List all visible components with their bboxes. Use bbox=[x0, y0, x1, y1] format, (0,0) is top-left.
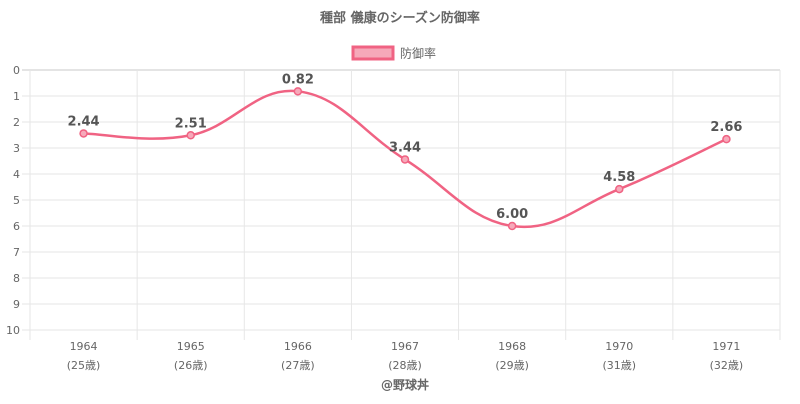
y-tick-label: 9 bbox=[13, 298, 20, 311]
data-label: 3.44 bbox=[389, 140, 421, 155]
data-point bbox=[722, 134, 731, 144]
credit-label: @野球丼 bbox=[381, 377, 429, 392]
legend[interactable]: 防御率 bbox=[351, 45, 436, 61]
y-tick-label: 7 bbox=[13, 246, 20, 259]
x-tick-label: 1966 bbox=[284, 340, 312, 353]
y-tick-label: 6 bbox=[13, 220, 20, 233]
data-point bbox=[507, 221, 517, 231]
legend-label: 防御率 bbox=[400, 46, 436, 61]
y-tick-label: 1 bbox=[13, 90, 20, 103]
x-axis: 1964 (25歳) 1965 (26歳) 1966 (27歳) 1967 (28歳) 1968… bbox=[67, 340, 743, 372]
x-tick-label: 1968 bbox=[498, 340, 526, 353]
data-point bbox=[615, 184, 624, 194]
x-tick-label: 1967 bbox=[391, 340, 419, 353]
x-tick-age-label: (31歳) bbox=[602, 359, 636, 372]
y-tick-label: 8 bbox=[13, 272, 20, 285]
x-tick-age-label: (25歳) bbox=[67, 359, 101, 372]
x-tick-label: 1971 bbox=[712, 340, 740, 353]
x-tick-age-label: (29歳) bbox=[495, 359, 529, 372]
data-points bbox=[79, 87, 731, 231]
x-tick-label: 1964 bbox=[70, 340, 98, 353]
data-point bbox=[79, 129, 88, 138]
x-tick-age-label: (27歳) bbox=[281, 359, 315, 372]
x-tick-label: 1970 bbox=[605, 340, 633, 353]
chart-title: 種部 儀康のシーズン防御率 bbox=[320, 10, 480, 26]
data-label: 0.82 bbox=[282, 72, 314, 87]
grid bbox=[22, 69, 781, 340]
y-tick-label: 0 bbox=[13, 64, 20, 77]
y-axis: 0 1 2 3 4 5 6 7 8 9 10 bbox=[6, 64, 20, 337]
y-tick-label: 4 bbox=[13, 168, 20, 181]
data-point bbox=[293, 87, 303, 96]
y-tick-label: 10 bbox=[6, 324, 20, 337]
y-tick-label: 5 bbox=[13, 194, 20, 207]
data-labels: 2.44 2.51 0.82 3.44 6.00 4.58 2.66 bbox=[68, 72, 743, 222]
x-tick-age-label: (26歳) bbox=[174, 359, 208, 372]
data-label: 2.44 bbox=[68, 114, 100, 129]
legend-swatch bbox=[351, 45, 395, 61]
data-point bbox=[400, 155, 410, 164]
y-tick-label: 2 bbox=[13, 116, 20, 129]
data-label: 6.00 bbox=[496, 207, 528, 222]
x-tick-age-label: (28歳) bbox=[388, 359, 422, 372]
x-tick-label: 1965 bbox=[177, 340, 205, 353]
data-label: 4.58 bbox=[603, 170, 635, 185]
x-tick-age-label: (32歳) bbox=[710, 359, 744, 372]
data-label: 2.51 bbox=[175, 116, 207, 131]
y-tick-label: 3 bbox=[13, 142, 20, 155]
data-point bbox=[186, 131, 195, 140]
data-label: 2.66 bbox=[710, 120, 742, 135]
